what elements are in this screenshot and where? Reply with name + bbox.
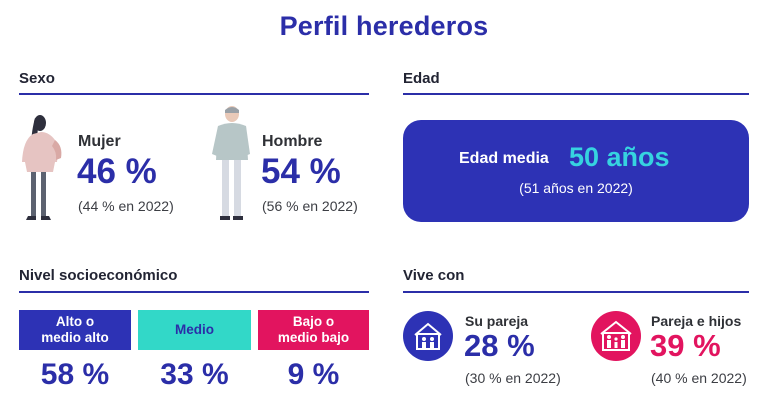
hombre-note: (56 % en 2022) — [262, 198, 358, 214]
section-title-edad: Edad — [403, 70, 440, 87]
nse-bajo-label-line1: Bajo o — [292, 314, 335, 329]
woman-figure-icon — [22, 115, 62, 220]
nse-alto-label-line1: Alto o — [55, 314, 95, 329]
couple-house-icon — [403, 311, 453, 361]
mujer-value: 46 % — [77, 152, 157, 191]
hijos-note: (40 % en 2022) — [651, 370, 747, 386]
section-title-vive: Vive con — [403, 267, 465, 284]
section-divider — [403, 93, 749, 95]
edad-media-note: (51 años en 2022) — [519, 180, 633, 196]
nse-bajo-value: 9 % — [287, 358, 340, 391]
mujer-note: (44 % en 2022) — [78, 198, 174, 214]
hombre-label: Hombre — [262, 133, 323, 150]
section-divider — [19, 93, 369, 95]
pareja-value: 28 % — [464, 328, 535, 363]
section-title-nivel: Nivel socioeconómico — [19, 267, 178, 284]
section-title-sexo: Sexo — [19, 70, 55, 87]
family-house-icon — [591, 311, 641, 361]
nse-medio-label: Medio — [175, 322, 214, 337]
nse-alto-value: 58 % — [40, 358, 110, 391]
nse-alto-box: Alto o medio alto — [19, 310, 131, 350]
page-title: Perfil herederos — [279, 11, 489, 41]
hombre-value: 54 % — [261, 152, 341, 191]
pareja-note: (30 % en 2022) — [465, 370, 561, 386]
hijos-label: Pareja e hijos — [651, 313, 742, 329]
edad-media-label: Edad media — [459, 150, 549, 167]
nse-bajo-box: Bajo o medio bajo — [258, 310, 369, 350]
nse-medio-value: 33 % — [160, 358, 229, 391]
hijos-value: 39 % — [650, 328, 721, 363]
section-divider — [19, 291, 369, 293]
man-figure-icon — [212, 106, 250, 220]
mujer-label: Mujer — [78, 133, 121, 150]
section-divider — [403, 291, 749, 293]
nse-medio-box: Medio — [138, 310, 251, 350]
edad-media-value: 50 años — [569, 142, 670, 172]
nse-alto-label-line2: medio alto — [41, 330, 109, 345]
pareja-label: Su pareja — [465, 313, 529, 329]
edad-media-box: Edad media 50 años (51 años en 2022) — [403, 120, 749, 222]
nse-bajo-label-line2: medio bajo — [277, 330, 350, 345]
